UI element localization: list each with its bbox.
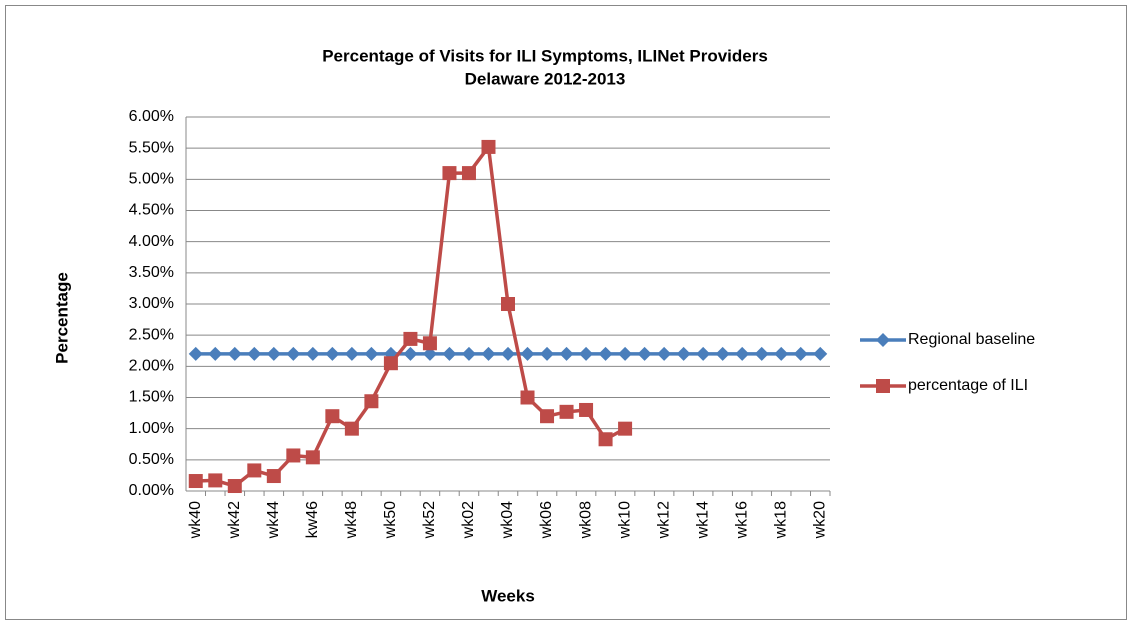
x-tick-label: wk06 [538,501,555,539]
point [501,346,515,361]
point [383,356,398,371]
y-tick-label: 1.00% [129,420,174,437]
chart-subtitle: Delaware 2012-2013 [465,69,626,88]
y-tick-label: 3.50% [129,264,174,281]
x-axis-title: Weeks [481,586,535,605]
point [696,346,711,361]
point [364,394,379,409]
x-tick-label: kw46 [304,501,321,538]
point [501,297,515,311]
y-tick-label: 5.00% [129,171,174,188]
y-axis-title: Percentage [52,272,71,364]
y-tick-label: 2.50% [129,326,174,343]
point [774,346,789,361]
chart-frame [5,5,1127,620]
point [657,346,672,361]
x-tick-label: wk44 [265,501,282,539]
point [481,139,496,154]
point [247,463,262,478]
x-tick-label: wk02 [460,501,477,539]
point [618,346,633,361]
point [520,390,535,405]
legend-marker [876,333,890,347]
point [715,346,730,361]
point [637,346,652,361]
y-tick-label: 1.50% [129,389,174,406]
point [481,346,496,361]
x-tick-label: wk18 [772,501,789,539]
y-tick-label: 3.00% [129,295,174,312]
point [559,346,574,361]
legend-marker [876,379,890,393]
point [442,346,457,361]
point [540,409,555,424]
point [305,346,320,361]
point [540,346,555,361]
point [344,346,359,361]
point [442,166,457,181]
x-tick-label: wk08 [577,501,594,539]
point [754,346,769,361]
point [813,346,828,361]
point [559,404,574,419]
point [735,346,750,361]
point [325,346,340,361]
y-tick-label: 0.00% [129,482,174,499]
point [266,469,281,484]
x-tick-label: wk50 [382,501,399,539]
point [403,346,418,361]
point [188,346,203,361]
point [598,432,613,447]
point [422,346,437,361]
x-tick-label: wk10 [616,501,633,539]
point [286,448,301,463]
point [344,421,359,436]
point [305,450,320,465]
legend-label: percentage of ILI [908,377,1028,394]
chart-title: Percentage of Visits for ILI Symptoms, I… [322,46,768,65]
point [227,346,242,361]
y-tick-label: 4.00% [129,233,174,250]
point [227,479,242,494]
y-tick-label: 4.50% [129,202,174,219]
y-tick-label: 5.50% [129,139,174,156]
point [208,346,223,361]
point [188,474,203,489]
point [461,346,476,361]
x-tick-label: wk04 [499,501,516,539]
point [422,336,437,351]
point [579,346,594,361]
x-tick-label: wk40 [187,501,204,539]
x-tick-label: wk42 [226,501,243,539]
point [364,346,379,361]
x-tick-label: wk12 [655,501,672,539]
x-tick-label: wk20 [811,501,828,539]
point [676,346,691,361]
legend-label: Regional baseline [908,331,1035,348]
point [325,409,340,424]
x-tick-label: wk48 [343,501,360,539]
point [266,346,281,361]
point [208,473,223,488]
point [403,331,418,346]
point [461,166,476,181]
x-tick-label: wk52 [421,501,438,539]
point [618,421,633,436]
point [520,346,535,361]
point [247,346,262,361]
point [579,402,594,417]
y-tick-label: 6.00% [129,108,174,125]
y-tick-label: 0.50% [129,451,174,468]
point [286,346,301,361]
point [598,346,613,361]
point [793,346,808,361]
x-tick-label: wk16 [733,501,750,539]
y-tick-label: 2.00% [129,358,174,375]
x-tick-label: wk14 [694,501,711,539]
